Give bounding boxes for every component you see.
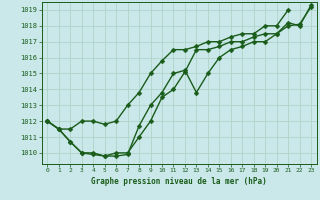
X-axis label: Graphe pression niveau de la mer (hPa): Graphe pression niveau de la mer (hPa) [91,177,267,186]
